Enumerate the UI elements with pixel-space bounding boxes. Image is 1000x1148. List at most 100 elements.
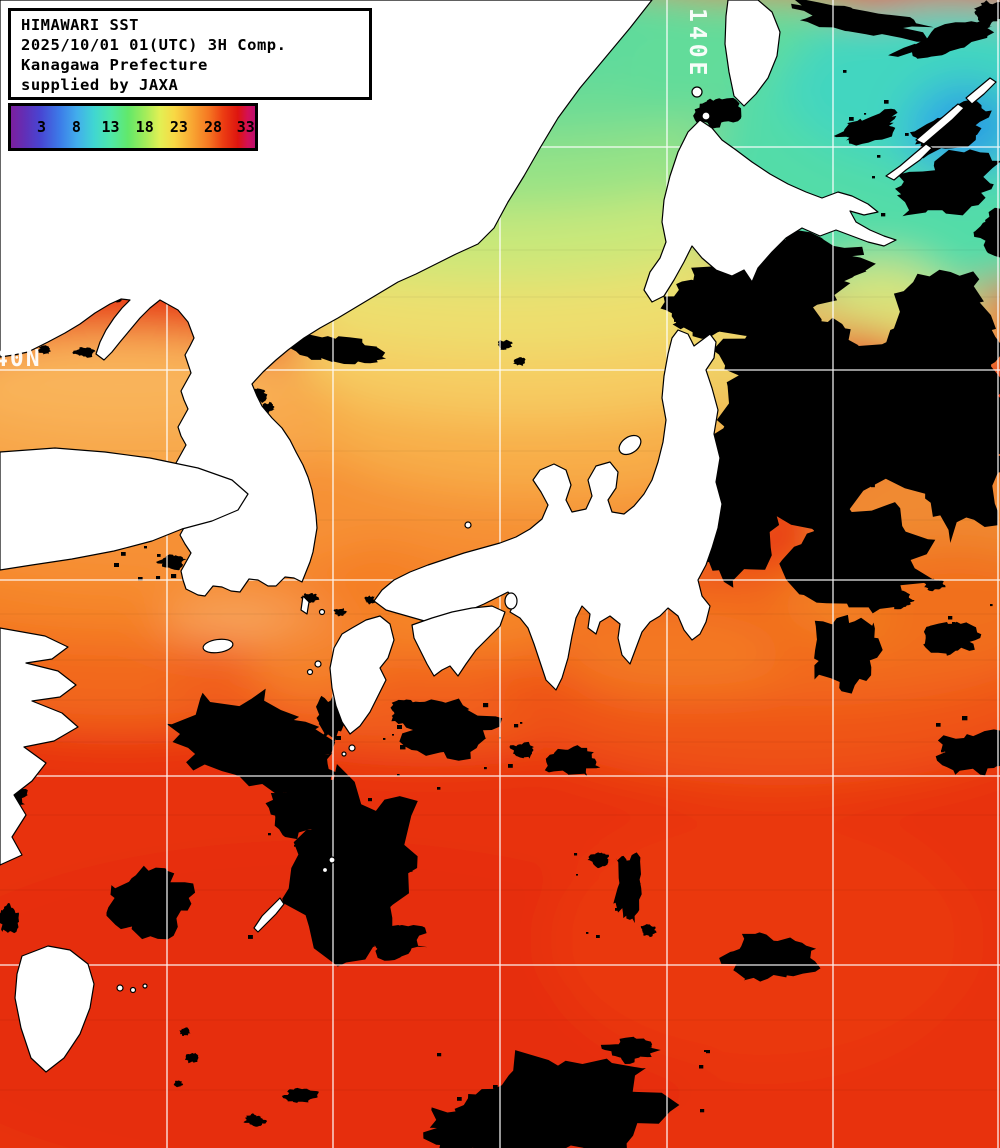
cloud-speck: [518, 1126, 521, 1128]
cloud-nodata-blob: [509, 741, 534, 759]
land-sakhalin: [724, 0, 781, 107]
cloud-speck: [114, 563, 119, 567]
cloud-speck: [596, 935, 600, 938]
cloud-speck: [948, 616, 953, 620]
cloud-nodata-blob: [600, 1036, 661, 1064]
cloud-speck: [700, 1109, 705, 1113]
land-islet: [306, 668, 314, 676]
cloud-nodata-blob: [974, 0, 1000, 25]
cloud-speck: [426, 734, 431, 738]
cloud-speck: [759, 441, 762, 443]
credit-line: supplied by JAXA: [21, 76, 179, 94]
cloud-speck: [990, 604, 993, 607]
cloud-nodata-blob: [362, 925, 428, 961]
cloud-speck: [883, 564, 888, 568]
cloud-speck: [707, 304, 711, 307]
cloud-speck: [365, 847, 370, 851]
land-islet: [142, 983, 148, 989]
cloud-speck: [971, 135, 976, 139]
land-rishiri-island: [691, 86, 703, 98]
cloud-speck: [255, 777, 258, 779]
cloud-speck: [638, 883, 641, 885]
cloud-speck: [725, 307, 731, 312]
cloud-nodata-blob: [497, 339, 513, 350]
cloud-nodata-blob: [973, 207, 1000, 258]
land-islet: [348, 744, 356, 752]
cloud-speck: [742, 443, 746, 446]
cloud-speck: [837, 394, 842, 398]
cloud-nodata-blob: [923, 578, 946, 592]
cloud-speck: [392, 734, 394, 736]
cloud-speck: [647, 1044, 652, 1048]
land-shandong-peninsula: [0, 447, 249, 571]
land-china-coast: [0, 627, 79, 866]
cloud-nodata-blob: [909, 100, 992, 159]
cloud-speck: [144, 546, 147, 549]
cloud-speck: [704, 1050, 707, 1052]
cloud-speck: [508, 764, 513, 768]
colorbar-tick: 33: [236, 118, 255, 136]
cloud-speck: [877, 155, 881, 158]
longitude-label-140e: 140E: [684, 8, 710, 79]
cloud-speck: [437, 1053, 442, 1057]
cloud-nodata-blob: [0, 903, 19, 934]
colorbar-tick: 3: [36, 118, 47, 136]
cloud-speck: [770, 323, 776, 328]
land-kyushu: [329, 615, 395, 735]
cloud-speck: [368, 798, 372, 802]
land-sado-island: [618, 434, 642, 456]
land-islet: [129, 986, 137, 994]
land-iki-islet: [318, 608, 326, 616]
cloud-speck: [617, 1126, 620, 1128]
cloud-speck: [970, 180, 973, 183]
product-title: HIMAWARI SST: [21, 16, 139, 34]
cloud-speck: [748, 311, 753, 315]
cloud-nodata-blob: [156, 554, 187, 571]
land-cheju-island: [202, 638, 234, 654]
land-islet: [341, 751, 347, 757]
cloud-nodata-blob: [173, 1080, 184, 1088]
cloud-nodata-blob: [814, 614, 883, 694]
cloud-speck: [157, 554, 161, 557]
cloud-nodata-blob: [179, 1027, 191, 1036]
cloud-nodata-blob: [719, 932, 821, 982]
cloud-nodata-blob: [640, 924, 657, 938]
colorbar-tick: 18: [135, 118, 154, 136]
cloud-speck: [631, 890, 634, 892]
cloud-nodata-blob: [37, 345, 51, 355]
cloud-speck: [905, 133, 909, 136]
cloud-speck: [493, 1085, 498, 1089]
cloud-speck: [631, 874, 636, 878]
cloud-speck: [409, 869, 413, 872]
cloud-nodata-blob: [779, 502, 936, 614]
cloud-speck: [921, 382, 924, 384]
cloud-speck: [805, 267, 809, 270]
cloud-nodata-blob: [185, 1052, 199, 1064]
cloud-speck: [629, 1125, 633, 1128]
cloud-speck: [314, 746, 317, 748]
cloud-speck: [941, 750, 944, 753]
land-tsushima: [300, 595, 310, 615]
region-line: Kanagawa Prefecture: [21, 56, 208, 74]
land-kuril-island-3: [965, 77, 997, 105]
cloud-nodata-blob: [364, 595, 375, 605]
cloud-speck: [457, 1097, 462, 1101]
cloud-speck: [397, 774, 400, 776]
land-islet: [701, 111, 711, 121]
graticule-labels: 40N 140E: [0, 8, 710, 372]
cloud-speck: [952, 637, 956, 640]
cloud-nodata-blob: [888, 18, 995, 59]
cloud-speck: [881, 213, 886, 217]
cloud-nodata-blob: [895, 149, 1000, 217]
cloud-speck: [156, 576, 161, 580]
land-islet: [321, 866, 329, 874]
cloud-speck: [292, 823, 297, 827]
latitude-label-40n: 40N: [0, 346, 42, 372]
cloud-nodata-blob: [886, 590, 915, 610]
cloud-nodata-blob: [72, 347, 96, 358]
cloud-nodata-blob: [513, 357, 526, 366]
land-okinawa: [253, 897, 285, 933]
cloud-nodata-blob: [904, 403, 1000, 543]
